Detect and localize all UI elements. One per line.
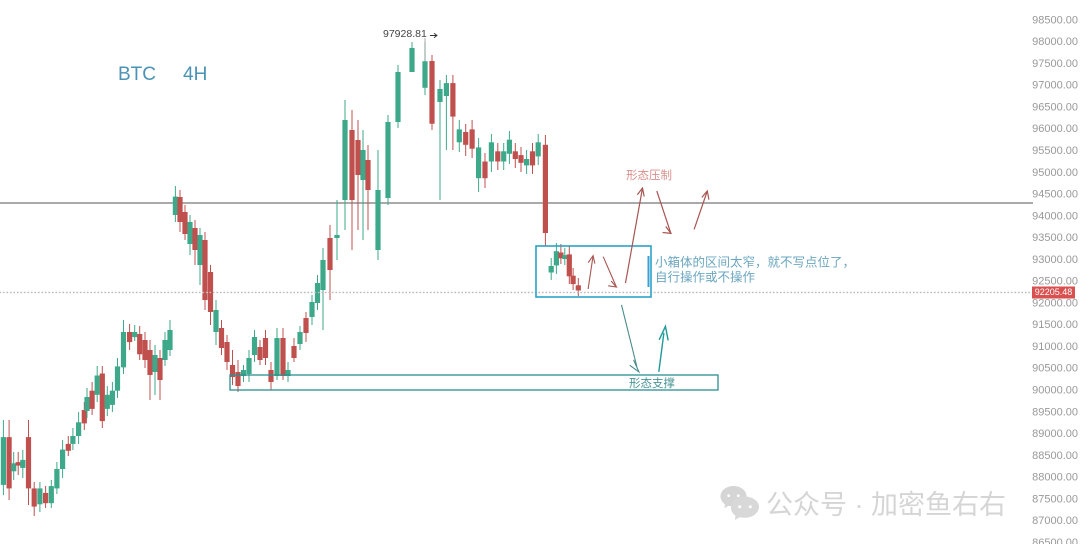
- svg-text:86500.00: 86500.00: [1032, 537, 1078, 544]
- svg-text:98000.00: 98000.00: [1032, 36, 1078, 48]
- svg-text:95000.00: 95000.00: [1032, 167, 1078, 179]
- svg-text:87500.00: 87500.00: [1032, 493, 1078, 505]
- svg-text:BTC: BTC: [118, 64, 156, 85]
- svg-text:94500.00: 94500.00: [1032, 189, 1078, 201]
- svg-text:小箱体的区间太窄，就不写点位了，: 小箱体的区间太窄，就不写点位了，: [655, 255, 855, 270]
- svg-text:96500.00: 96500.00: [1032, 102, 1078, 114]
- svg-text:97500.00: 97500.00: [1032, 58, 1078, 70]
- svg-text:94000.00: 94000.00: [1032, 210, 1078, 222]
- svg-text:97928.81: 97928.81: [383, 28, 427, 40]
- svg-text:93000.00: 93000.00: [1032, 254, 1078, 266]
- svg-text:90000.00: 90000.00: [1032, 385, 1078, 397]
- svg-text:4H: 4H: [183, 64, 207, 85]
- svg-text:90500.00: 90500.00: [1032, 363, 1078, 375]
- svg-text:98500.00: 98500.00: [1032, 14, 1078, 26]
- svg-text:88500.00: 88500.00: [1032, 450, 1078, 462]
- svg-text:93500.00: 93500.00: [1032, 232, 1078, 244]
- svg-text:形态支撑: 形态支撑: [629, 376, 675, 390]
- svg-text:自行操作或不操作: 自行操作或不操作: [655, 270, 756, 285]
- svg-text:89000.00: 89000.00: [1032, 428, 1078, 440]
- svg-text:92500.00: 92500.00: [1032, 276, 1078, 288]
- svg-text:87000.00: 87000.00: [1032, 515, 1078, 527]
- svg-text:形态压制: 形态压制: [626, 169, 672, 182]
- svg-text:89500.00: 89500.00: [1032, 406, 1078, 418]
- svg-text:92205.48: 92205.48: [1035, 287, 1073, 297]
- svg-text:95500.00: 95500.00: [1032, 145, 1078, 157]
- svg-text:92000.00: 92000.00: [1032, 297, 1078, 309]
- svg-text:96000.00: 96000.00: [1032, 123, 1078, 135]
- svg-text:91500.00: 91500.00: [1032, 319, 1078, 331]
- svg-text:97000.00: 97000.00: [1032, 80, 1078, 92]
- svg-text:公众号 · 加密鱼右右: 公众号 · 加密鱼右右: [766, 490, 1006, 520]
- svg-text:88000.00: 88000.00: [1032, 472, 1078, 484]
- svg-text:91000.00: 91000.00: [1032, 341, 1078, 353]
